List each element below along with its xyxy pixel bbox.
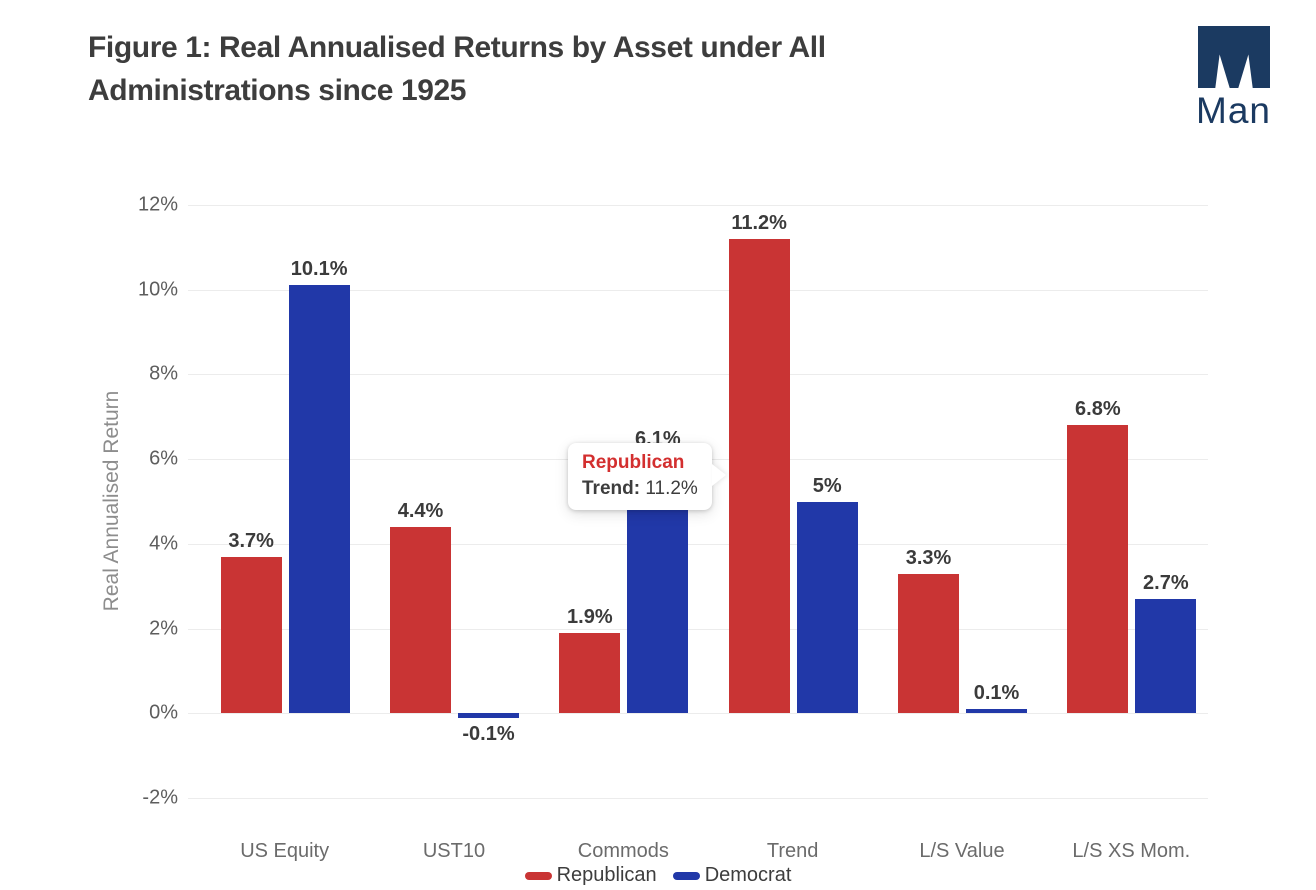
bar-republican-us-equity[interactable] [220, 556, 282, 714]
figure-title-line1: Figure 1: Real Annualised Returns by Ass… [88, 31, 826, 64]
x-axis-label: Commods [577, 840, 669, 862]
y-tick-label: 4% [149, 532, 178, 555]
bar-value-label: 2.7% [1143, 571, 1189, 594]
y-tick-label: 10% [137, 278, 178, 301]
tooltip-series-label: Republican [582, 452, 685, 473]
y-tick-label: 8% [149, 362, 178, 385]
gridline [188, 798, 1208, 799]
legend: Republican Democrat [0, 864, 1316, 887]
bar-value-label: 3.3% [905, 546, 952, 569]
x-axis-label: US Equity [240, 840, 330, 862]
y-tick-label: 2% [149, 617, 178, 640]
y-axis-title: Real Annualised Return [100, 390, 123, 612]
bar-republican-l-s-xs-mom-[interactable] [1067, 425, 1129, 714]
y-tick-label: -2% [142, 786, 178, 809]
gridline [188, 543, 1208, 545]
legend-republican-label: Republican [556, 864, 657, 886]
x-axis-label: L/S XS Mom. [1072, 840, 1191, 862]
figure-title: Figure 1: Real Annualised Returns by Ass… [88, 26, 826, 112]
y-tick-label: 12% [137, 193, 178, 216]
bar-value-label: 11.2% [731, 211, 787, 234]
legend-item-democrat[interactable]: Democrat [672, 864, 792, 887]
bar-democrat-l-s-value[interactable] [966, 709, 1027, 714]
legend-item-republican[interactable]: Republican [524, 864, 657, 887]
x-axis-label: UST10 [422, 840, 486, 862]
bar-value-label: 3.7% [228, 529, 274, 552]
tooltip-value: 11.2% [645, 478, 698, 499]
tooltip-row: Trend: 11.2% [582, 478, 704, 500]
gridline [188, 205, 1208, 206]
man-group-logo: Man [1182, 24, 1276, 131]
man-logo-text: Man [1196, 90, 1271, 128]
y-tick-label: 6% [149, 447, 178, 470]
bar-value-label: -0.1% [462, 722, 515, 745]
gridline [188, 713, 1208, 715]
bar-republican-ust10[interactable] [390, 526, 451, 714]
bar-republican-trend[interactable] [728, 238, 790, 714]
tooltip-category-label: Trend: [582, 478, 641, 499]
figure-title-line2: Administrations since 1925 [88, 74, 467, 107]
bar-value-label: 6.8% [1075, 398, 1121, 421]
bar-democrat-trend[interactable] [796, 501, 858, 714]
gridline [188, 374, 1208, 376]
man-logo-m-icon [1198, 26, 1270, 88]
y-tick-label: 0% [149, 701, 178, 724]
bar-value-label: 1.9% [567, 605, 613, 628]
bar-value-label: 5% [812, 474, 842, 497]
tooltip: Republican Trend: 11.2% [568, 443, 726, 510]
republican-swatch-icon [524, 871, 552, 880]
bar-democrat-ust10[interactable] [458, 713, 519, 718]
gridline [188, 289, 1208, 291]
bar-democrat-us-equity[interactable] [288, 285, 350, 714]
tooltip-arrow-icon [712, 464, 726, 486]
legend-democrat-label: Democrat [704, 864, 792, 886]
bar-value-label: 10.1% [290, 258, 348, 281]
democrat-swatch-icon [672, 871, 700, 880]
x-axis-label: Trend [766, 840, 819, 862]
bar-democrat-l-s-xs-mom-[interactable] [1135, 598, 1197, 714]
bar-republican-commods[interactable] [559, 632, 621, 714]
bar-value-label: 4.4% [397, 499, 444, 522]
bar-value-label: 0.1% [973, 682, 1020, 705]
bar-republican-l-s-value[interactable] [898, 573, 959, 714]
x-axis-label: L/S Value [919, 840, 1005, 862]
gridline [188, 628, 1208, 630]
